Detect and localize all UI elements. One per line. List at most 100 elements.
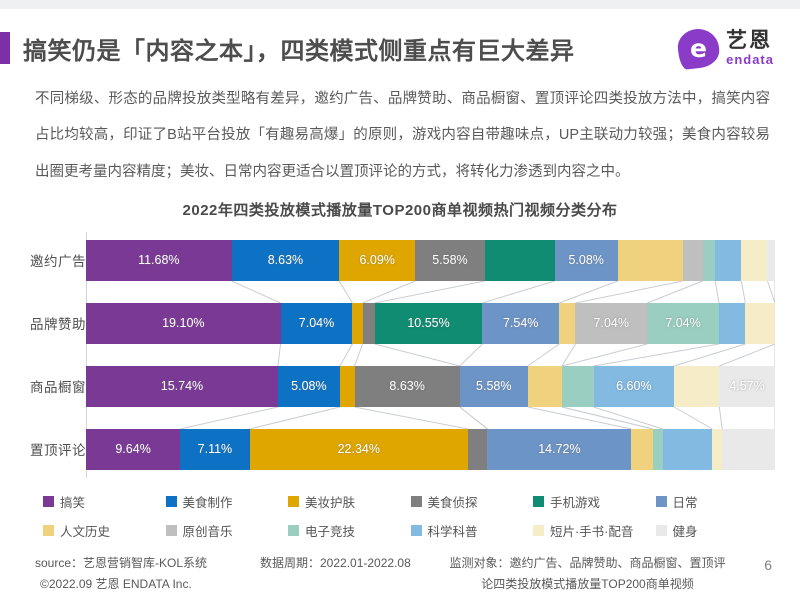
bar-segment-fitness — [767, 239, 775, 281]
segment-value: 19.10% — [162, 316, 205, 331]
bar-row: 品牌赞助 19.10% 7.04% 10.55% 7.54% 7.04% 7.04% — [30, 302, 775, 344]
stacked-bar: 11.68% 8.63% 6.09% 5.58% 5.08% — [86, 239, 775, 281]
plot-area: 邀约广告 11.68% 8.63% 6.09% 5.58% 5.08% 品牌赞助 19.10%… — [30, 231, 775, 478]
legend-swatch-daily — [655, 495, 667, 507]
bar-segment-beauty-skincare — [352, 302, 363, 344]
legend-item-original-music: 原创音乐 — [158, 521, 281, 540]
legend-item-science: 科学科普 — [403, 521, 526, 540]
bar-segment-beauty-skincare: 6.09% — [339, 239, 416, 281]
segment-value: 10.55% — [407, 316, 450, 331]
segment-value: 14.72% — [538, 442, 581, 457]
page-number: 6 — [764, 556, 772, 573]
bar-segment-original-music — [682, 239, 703, 281]
legend-swatch-food-making — [165, 495, 177, 507]
segment-value: 5.08% — [568, 253, 604, 268]
footer-source-block: source：艺恩营销智库-KOL系统 ©2022.09 艺恩 ENDATA I… — [35, 553, 260, 595]
logo-mark-icon: e — [676, 26, 722, 70]
legend-label: 科学科普 — [427, 524, 478, 539]
brand-logo: e 艺恩 endata — [676, 26, 774, 70]
bar-segment-food-making: 7.11% — [180, 428, 250, 470]
legend-label: 人文历史 — [60, 524, 111, 539]
bar-segment-original-music: 7.04% — [575, 302, 648, 344]
logo-brand-cn: 艺恩 — [726, 29, 773, 52]
bar-row: 商品橱窗 15.74% 5.08% 8.63% 5.58% 6.60% 4.57% — [30, 365, 775, 407]
chart: 2022年四类投放模式播放量TOP200商单视频热门视频分类分布 邀约广告 11.… — [0, 199, 800, 540]
legend-label: 美食制作 — [182, 495, 233, 510]
segment-value: 7.04% — [593, 316, 629, 331]
segment-value: 6.09% — [359, 253, 395, 268]
segment-value: 11.68% — [138, 253, 180, 268]
category-label: 商品橱窗 — [30, 380, 86, 396]
bar-segment-funny: 19.10% — [86, 302, 281, 344]
bar-segment-esports — [702, 239, 716, 281]
bar-segment-food-detective: 5.58% — [415, 239, 485, 281]
legend-label: 原创音乐 — [182, 524, 233, 539]
segment-value: 7.54% — [502, 316, 539, 331]
legend-label: 短片·手书·配音 — [550, 524, 634, 539]
bar-segment-funny: 9.64% — [86, 428, 181, 470]
bar-segment-funny: 11.68% — [86, 239, 232, 281]
segment-value: 5.08% — [291, 379, 327, 394]
title-accent-bar — [0, 32, 10, 64]
footer-scope: 监测对象：邀约广告、品牌赞助、商品橱窗、置顶评论四类投放模式播放量TOP200商… — [449, 555, 726, 591]
bar-row: 置顶评论 9.64% 7.11% 22.34% 14.72% — [30, 428, 775, 470]
legend-swatch-mobile-game — [533, 495, 544, 507]
legend-swatch-funny — [43, 495, 54, 507]
legend-swatch-fitness — [655, 524, 667, 536]
bar-segment-esports — [561, 365, 594, 407]
bar-segment-mobile-game: 10.55% — [374, 302, 483, 344]
legend-item-beauty-skincare: 美妆护肤 — [280, 492, 403, 511]
bar-segment-short-film-dub — [745, 302, 775, 344]
bar-segment-food-making: 5.08% — [277, 365, 340, 407]
legend-item-food-detective: 美食侦探 — [403, 492, 526, 511]
category-label: 邀约广告 — [30, 254, 86, 270]
stacked-bar: 9.64% 7.11% 22.34% 14.72% — [86, 428, 775, 470]
bar-segment-short-film-dub — [741, 239, 768, 281]
bar-segment-beauty-skincare — [339, 365, 355, 407]
bar-segment-esports — [652, 428, 663, 470]
header: 搞笑仍是「内容之本」，四类模式侧重点有巨大差异 e 艺恩 endata — [0, 25, 774, 71]
logo-text: 艺恩 endata — [726, 30, 774, 66]
bar-segment-daily: 5.08% — [554, 239, 618, 281]
legend-item-food-making: 美食制作 — [158, 492, 281, 511]
bar-segment-daily: 5.58% — [459, 365, 528, 407]
bar-segment-food-detective — [467, 428, 488, 470]
legend: 搞笑 美食制作 美妆护肤 美食侦探 手机游戏 日常人文历史 原创音乐 电子竞技 科学科普 短片·手… — [35, 492, 770, 540]
bar-segment-daily: 7.54% — [482, 302, 560, 344]
bar-segment-science — [718, 302, 746, 344]
category-label: 品牌赞助 — [30, 317, 86, 333]
segment-value: 8.63% — [267, 253, 304, 268]
bar-segment-humanities-history — [631, 428, 653, 470]
legend-swatch-food-detective — [410, 495, 422, 507]
logo-e-glyph: e — [690, 33, 708, 63]
intro-paragraph: 不同梯级、形态的品牌投放类型略有差异，邀约广告、品牌赞助、商品橱窗、置顶评论四类… — [35, 91, 770, 180]
legend-label: 健身 — [672, 524, 698, 539]
legend-item-short-film-dub: 短片·手书·配音 — [525, 521, 648, 540]
footer-copyright: ©2022.09 艺恩 ENDATA Inc. — [40, 576, 192, 591]
legend-label: 搞笑 — [60, 495, 86, 510]
legend-item-humanities-history: 人文历史 — [35, 521, 158, 540]
legend-label: 手机游戏 — [550, 495, 601, 510]
legend-item-daily: 日常 — [648, 492, 771, 511]
stacked-bar: 15.74% 5.08% 8.63% 5.58% 6.60% 4.57% — [86, 365, 775, 407]
bar-segment-beauty-skincare: 22.34% — [249, 428, 468, 470]
bar-segment-science: 6.60% — [593, 365, 675, 407]
bar-segment-food-making: 8.63% — [231, 239, 340, 281]
bar-segment-short-film-dub — [674, 365, 720, 407]
top-edge-strip — [0, 0, 800, 9]
legend-item-esports: 电子竞技 — [280, 521, 403, 540]
legend-item-fitness: 健身 — [648, 521, 771, 540]
footer-period: 数据周期：2022.01-2022.08 — [260, 555, 411, 570]
footer-source: source：艺恩营销智库-KOL系统 — [35, 555, 208, 570]
legend-swatch-beauty-skincare — [288, 495, 299, 507]
segment-value: 8.63% — [389, 379, 425, 394]
legend-item-mobile-game: 手机游戏 — [525, 492, 648, 511]
stacked-bar: 19.10% 7.04% 10.55% 7.54% 7.04% 7.04% — [86, 302, 775, 344]
segment-value: 4.57% — [729, 379, 765, 394]
bar-segment-humanities-history — [559, 302, 576, 344]
legend-label: 电子竞技 — [305, 524, 356, 539]
logo-brand-en: endata — [726, 52, 774, 67]
bar-segment-food-detective — [362, 302, 375, 344]
bar-segment-science — [662, 428, 713, 470]
